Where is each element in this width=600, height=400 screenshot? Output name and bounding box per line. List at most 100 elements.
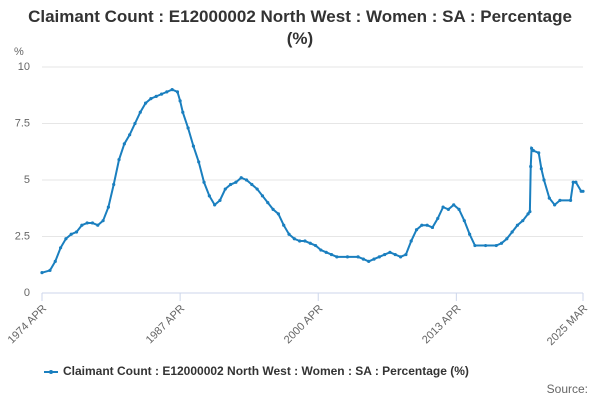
point	[80, 223, 84, 227]
point	[282, 223, 286, 227]
point	[329, 252, 334, 257]
point	[149, 97, 153, 101]
point	[457, 207, 461, 211]
point	[335, 255, 339, 259]
y-tick-label: 10	[18, 61, 30, 73]
point	[133, 121, 137, 126]
point	[568, 198, 573, 202]
legend-label: Claimant Count : E12000002 North West : …	[63, 364, 469, 378]
point	[452, 203, 456, 207]
point	[510, 230, 514, 234]
point	[409, 239, 413, 243]
point	[40, 271, 44, 275]
point	[308, 241, 312, 245]
point	[143, 101, 148, 105]
source: Source:	[547, 382, 588, 396]
point	[223, 187, 227, 191]
point	[85, 221, 89, 225]
point	[191, 144, 195, 148]
point	[414, 228, 419, 232]
point	[528, 210, 532, 214]
point	[441, 205, 445, 209]
point	[48, 268, 52, 272]
point	[324, 250, 328, 254]
point	[74, 230, 79, 234]
point	[537, 151, 541, 155]
series-line	[41, 88, 583, 274]
point	[165, 90, 169, 94]
point	[319, 248, 323, 252]
point	[356, 255, 360, 259]
point	[345, 255, 350, 259]
point	[117, 158, 121, 162]
y-axis-label: %	[14, 46, 24, 58]
point	[138, 110, 142, 114]
y-tick-label: 0	[24, 287, 30, 299]
point	[542, 178, 546, 182]
x-tick-label: 1987 APR	[144, 303, 188, 347]
y-tick-label: 2.5	[15, 230, 30, 242]
point	[266, 201, 270, 205]
point	[58, 246, 63, 250]
point	[181, 110, 185, 114]
point	[313, 243, 318, 248]
point	[303, 239, 307, 243]
chart-title: Claimant Count : E12000002 North West : …	[28, 7, 572, 48]
x-tick-label: 2000 APR	[282, 303, 326, 347]
point	[90, 221, 95, 225]
point	[361, 257, 365, 261]
point	[276, 212, 280, 216]
point	[213, 203, 217, 207]
point	[101, 219, 105, 223]
point	[383, 252, 387, 257]
point	[483, 243, 488, 248]
point	[462, 219, 466, 223]
point	[106, 205, 111, 209]
point	[553, 203, 557, 207]
point	[393, 252, 397, 257]
point	[234, 180, 238, 184]
point	[69, 232, 73, 236]
point	[425, 223, 429, 227]
point	[398, 255, 403, 259]
point	[377, 255, 381, 259]
point	[292, 237, 296, 241]
point	[287, 232, 291, 236]
point	[53, 259, 57, 263]
point	[581, 189, 585, 193]
point	[255, 187, 259, 191]
point	[122, 142, 126, 146]
point	[526, 212, 530, 216]
point	[404, 252, 408, 257]
x-tick-label: 2013 APR	[420, 303, 464, 347]
point	[178, 99, 182, 103]
point	[571, 180, 575, 184]
point	[515, 223, 520, 227]
point	[244, 178, 249, 182]
point	[367, 259, 371, 263]
point	[430, 225, 435, 230]
point	[298, 239, 302, 243]
y-tick-label: 5	[24, 174, 30, 186]
point	[539, 167, 543, 171]
point	[529, 146, 534, 150]
point	[154, 94, 158, 98]
point	[128, 133, 132, 137]
point	[420, 223, 424, 227]
point	[494, 243, 498, 248]
point	[529, 164, 533, 169]
point	[473, 243, 477, 248]
point	[202, 180, 206, 184]
point	[372, 257, 376, 261]
point	[521, 219, 525, 223]
point	[239, 176, 243, 180]
point	[64, 237, 68, 241]
point	[436, 216, 440, 221]
point	[446, 207, 450, 211]
point	[250, 182, 254, 187]
point	[505, 237, 509, 241]
point	[547, 196, 551, 200]
point	[159, 92, 164, 96]
